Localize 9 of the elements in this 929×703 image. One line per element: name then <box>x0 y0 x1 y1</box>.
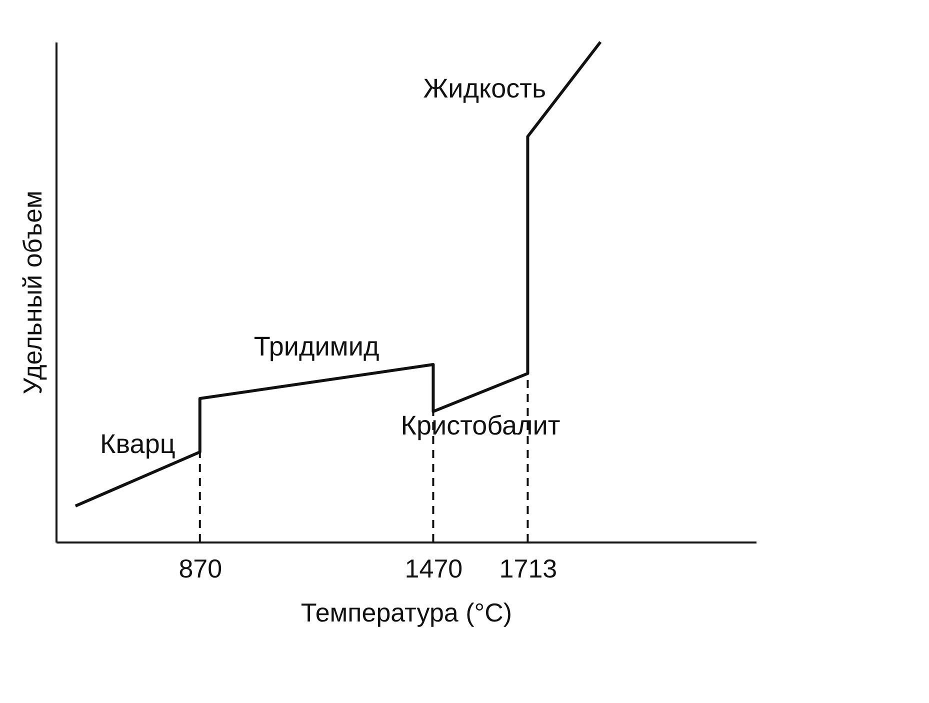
x-tick-label: 870 <box>178 554 222 584</box>
annotation: Жидкость <box>423 73 546 104</box>
annotation: Тридимид <box>254 332 380 362</box>
x-tick-label: 1470 <box>404 554 463 584</box>
y-axis-title: Удельный объем <box>18 190 48 394</box>
annotation: Кварц <box>100 429 176 459</box>
x-axis-title: Температура (°C) <box>300 598 512 628</box>
x-tick-label: 1713 <box>499 554 558 584</box>
annotation: Кристобалит <box>400 410 560 440</box>
